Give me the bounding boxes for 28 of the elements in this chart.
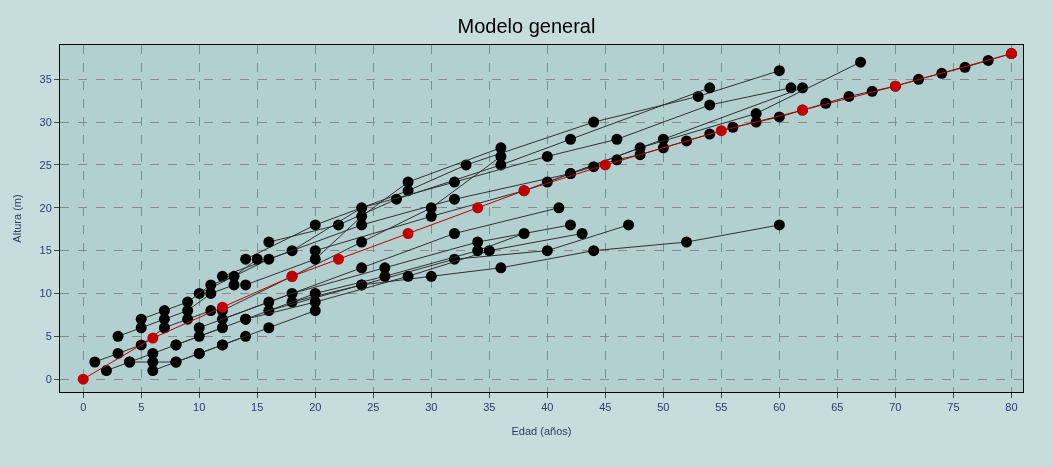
chart-title: Modelo general [457,14,596,37]
x-tick-label: 25 [367,401,380,414]
y-tick-label: 5 [45,330,52,343]
y-tick-label: 10 [39,287,52,300]
y-tick-label: 15 [39,244,52,257]
x-tick-label: 0 [80,401,87,414]
y-tick-label: 20 [39,201,52,214]
x-tick-label: 15 [251,401,264,414]
x-axis-title: Edad (años) [511,425,572,438]
x-tick-label: 70 [889,401,902,414]
x-tick-label: 45 [599,401,612,414]
y-tick-label: 30 [39,115,52,128]
x-tick-label: 50 [657,401,670,414]
x-tick-label: 80 [1005,401,1018,414]
x-tick-label: 60 [773,401,786,414]
x-tick-label: 65 [831,401,844,414]
y-tick-label: 35 [39,73,52,86]
x-tick-label: 55 [715,401,728,414]
x-tick-label: 75 [947,401,960,414]
x-tick-label: 35 [483,401,496,414]
x-tick-label: 30 [425,401,438,414]
x-tick-label: 20 [309,401,322,414]
y-tick-label: 0 [45,373,52,385]
x-tick-label: 10 [193,401,206,414]
y-axis-title: Altura (m) [11,194,24,243]
x-tick-label: 40 [541,401,554,414]
x-tick-label: 5 [138,401,145,414]
y-tick-label: 25 [39,158,52,171]
